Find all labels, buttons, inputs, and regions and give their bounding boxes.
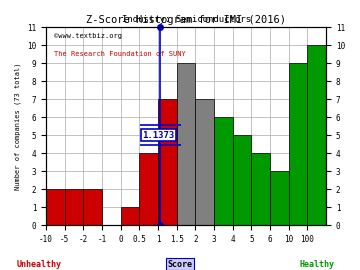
Text: Unhealthy: Unhealthy: [17, 260, 62, 269]
Bar: [177, 63, 195, 225]
Bar: [139, 153, 158, 225]
Text: 1.1373: 1.1373: [143, 131, 175, 140]
Text: The Research Foundation of SUNY: The Research Foundation of SUNY: [54, 51, 186, 57]
Text: ©www.textbiz.org: ©www.textbiz.org: [54, 33, 122, 39]
Y-axis label: Number of companies (73 total): Number of companies (73 total): [15, 63, 22, 190]
Bar: [233, 135, 251, 225]
Bar: [65, 190, 84, 225]
Bar: [84, 190, 102, 225]
Bar: [46, 190, 65, 225]
Text: Industry: Semiconductors: Industry: Semiconductors: [122, 15, 251, 24]
Bar: [270, 171, 289, 225]
Bar: [195, 99, 214, 225]
Bar: [289, 63, 307, 225]
Bar: [251, 153, 270, 225]
Text: Healthy: Healthy: [299, 260, 334, 269]
Bar: [121, 207, 139, 225]
Title: Z-Score Histogram for IMI (2016): Z-Score Histogram for IMI (2016): [86, 15, 286, 25]
Text: Score: Score: [167, 260, 193, 269]
Bar: [307, 45, 326, 225]
Bar: [158, 99, 177, 225]
Bar: [214, 117, 233, 225]
